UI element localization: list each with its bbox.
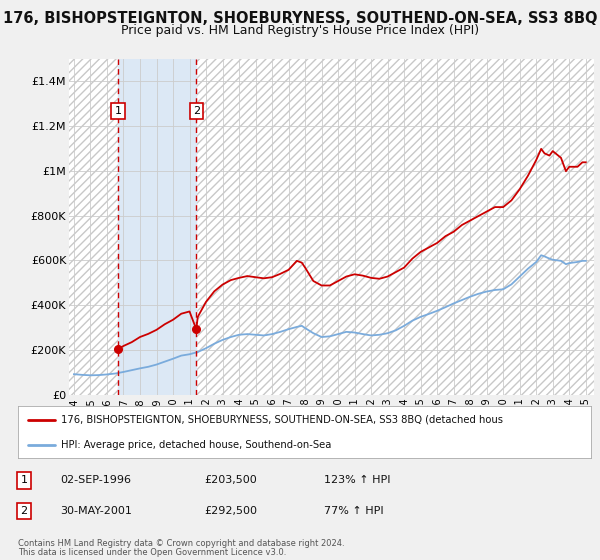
Bar xyxy=(118,59,196,395)
Text: This data is licensed under the Open Government Licence v3.0.: This data is licensed under the Open Gov… xyxy=(18,548,286,557)
Text: 02-SEP-1996: 02-SEP-1996 xyxy=(60,475,131,486)
Text: 176, BISHOPSTEIGNTON, SHOEBURYNESS, SOUTHEND-ON-SEA, SS3 8BQ: 176, BISHOPSTEIGNTON, SHOEBURYNESS, SOUT… xyxy=(3,11,597,26)
Bar xyxy=(69,59,118,395)
Bar xyxy=(196,59,594,395)
Text: £203,500: £203,500 xyxy=(204,475,257,486)
Text: 176, BISHOPSTEIGNTON, SHOEBURYNESS, SOUTHEND-ON-SEA, SS3 8BQ (detached hous: 176, BISHOPSTEIGNTON, SHOEBURYNESS, SOUT… xyxy=(61,414,503,424)
Text: 1: 1 xyxy=(20,475,28,486)
Text: Price paid vs. HM Land Registry's House Price Index (HPI): Price paid vs. HM Land Registry's House … xyxy=(121,24,479,37)
Text: 123% ↑ HPI: 123% ↑ HPI xyxy=(324,475,391,486)
Text: 77% ↑ HPI: 77% ↑ HPI xyxy=(324,506,383,516)
Text: HPI: Average price, detached house, Southend-on-Sea: HPI: Average price, detached house, Sout… xyxy=(61,440,331,450)
Text: 1: 1 xyxy=(115,106,122,116)
Text: 30-MAY-2001: 30-MAY-2001 xyxy=(60,506,132,516)
Text: £292,500: £292,500 xyxy=(204,506,257,516)
Text: 2: 2 xyxy=(193,106,200,116)
Text: 2: 2 xyxy=(20,506,28,516)
Text: Contains HM Land Registry data © Crown copyright and database right 2024.: Contains HM Land Registry data © Crown c… xyxy=(18,539,344,548)
